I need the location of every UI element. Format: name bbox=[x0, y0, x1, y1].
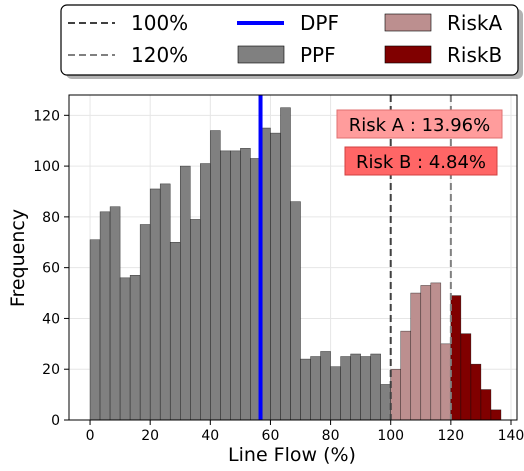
ppf-bar bbox=[280, 107, 291, 421]
x-tick-label: 20 bbox=[141, 428, 159, 444]
ppf-bar bbox=[190, 219, 201, 421]
ppf-bar bbox=[370, 353, 381, 421]
ppf-bar bbox=[109, 206, 121, 421]
ppf-bar bbox=[169, 242, 181, 421]
legend-label-riskb: RiskB bbox=[447, 43, 502, 67]
ppf-bar bbox=[340, 356, 351, 421]
plot-frame bbox=[68, 94, 518, 421]
riska-bar bbox=[440, 343, 452, 421]
ppf-bar bbox=[139, 224, 151, 421]
x-tick-label: 60 bbox=[262, 428, 280, 444]
legend: 100% 120% DPF PPF RiskA RiskB bbox=[60, 4, 523, 79]
ppf-bar bbox=[270, 132, 281, 421]
legend-label-ppf: PPF bbox=[300, 43, 336, 67]
legend-swatch-riskb bbox=[384, 45, 432, 64]
riskb-bar bbox=[460, 333, 472, 421]
x-tick-label: 40 bbox=[201, 428, 219, 444]
y-tick-label: 120 bbox=[33, 108, 60, 124]
y-tick-label: 40 bbox=[42, 311, 60, 327]
legend-label-100: 100% bbox=[131, 11, 188, 35]
ppf-bar bbox=[300, 358, 311, 421]
ppf-bar bbox=[119, 277, 131, 421]
legend-label-120: 120% bbox=[131, 43, 188, 67]
ppf-bar bbox=[290, 201, 301, 421]
riska-bar bbox=[410, 292, 422, 421]
ppf-bar bbox=[350, 353, 361, 421]
x-tick-label: 80 bbox=[322, 428, 340, 444]
risk-b-text: Risk B : 4.84% bbox=[356, 152, 486, 173]
y-axis-title: Frequency bbox=[7, 209, 29, 307]
ppf-bar bbox=[99, 211, 111, 421]
riska-bar bbox=[390, 368, 401, 421]
x-axis: 0 20 40 60 80 100 120 140 bbox=[86, 420, 524, 444]
y-tick-label: 100 bbox=[33, 159, 60, 175]
x-tick-label: 100 bbox=[377, 428, 404, 444]
legend-swatch-ppf bbox=[237, 45, 285, 64]
ppf-bar bbox=[320, 351, 331, 421]
reference-lines bbox=[389, 95, 452, 420]
ppf-bar bbox=[360, 356, 371, 421]
ppf-bar bbox=[310, 356, 321, 421]
y-tick-label: 60 bbox=[42, 261, 60, 277]
x-tick-label: 120 bbox=[437, 428, 464, 444]
risk-a-annotation: Risk A : 13.96% bbox=[336, 109, 503, 139]
riska-bar bbox=[420, 285, 432, 421]
risk-a-text: Risk A : 13.96% bbox=[349, 115, 491, 136]
riskb-bar bbox=[470, 363, 482, 421]
ppf-bar bbox=[89, 239, 101, 421]
riskb-bar bbox=[450, 295, 462, 421]
legend-label-riska: RiskA bbox=[447, 11, 502, 35]
y-tick-label: 0 bbox=[51, 413, 60, 429]
legend-label-dpf: DPF bbox=[300, 11, 339, 35]
riska-bar bbox=[430, 282, 442, 421]
y-axis: 0 20 40 60 80 100 120 bbox=[33, 108, 69, 429]
ppf-bar bbox=[149, 188, 161, 421]
ppf-bar bbox=[210, 130, 221, 421]
riskb-bar bbox=[480, 389, 492, 421]
riskb-bar bbox=[490, 409, 502, 421]
x-tick-label: 0 bbox=[86, 428, 95, 444]
risk-b-annotation: Risk B : 4.84% bbox=[344, 146, 498, 176]
ppf-bar bbox=[179, 165, 191, 421]
ppf-bar bbox=[159, 183, 171, 421]
y-tick-label: 20 bbox=[42, 362, 60, 378]
ppf-bar bbox=[129, 275, 141, 421]
ppf-bars bbox=[89, 107, 391, 421]
ppf-bar bbox=[380, 384, 391, 421]
risk-a-box bbox=[336, 109, 503, 139]
x-axis-title: Line Flow (%) bbox=[228, 444, 356, 466]
risk-b-box bbox=[344, 146, 498, 176]
legend-swatch-riska bbox=[384, 13, 432, 32]
ppf-bar bbox=[240, 148, 251, 421]
ppf-bar bbox=[230, 150, 241, 421]
riska-bar bbox=[400, 330, 412, 421]
ppf-bar bbox=[220, 150, 231, 421]
y-tick-label: 80 bbox=[42, 210, 60, 226]
ppf-bar bbox=[200, 163, 211, 421]
x-tick-label: 140 bbox=[498, 428, 524, 444]
ppf-bar bbox=[330, 366, 341, 421]
